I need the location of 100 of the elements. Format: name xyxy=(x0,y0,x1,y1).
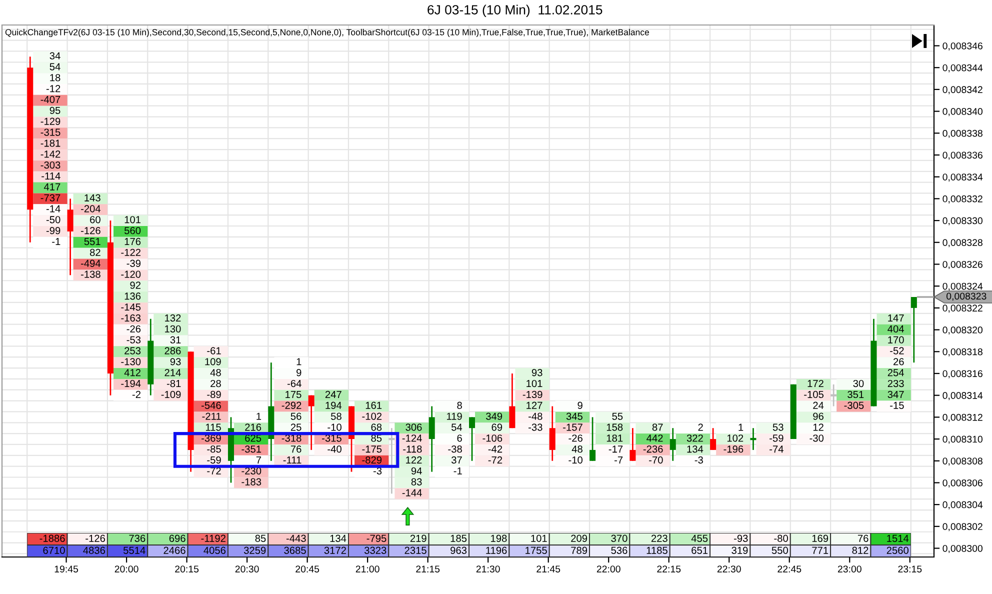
annotation: 93 xyxy=(532,369,542,376)
annotation: -81 xyxy=(166,380,181,388)
annotation: -89 xyxy=(207,390,221,398)
data-label: 76 xyxy=(858,534,868,542)
annotation: 18 xyxy=(50,74,60,82)
annotation: -111 xyxy=(283,456,302,464)
annotation: 2 xyxy=(698,424,703,431)
candlestick xyxy=(469,416,476,462)
annotation: 54 xyxy=(452,424,462,431)
annotation: 134 xyxy=(687,445,704,453)
annotation: 172 xyxy=(808,380,824,388)
annotation: -126 xyxy=(80,227,100,234)
x-tick-label: 21:30 xyxy=(476,566,500,572)
candlestick xyxy=(308,394,314,451)
annotation: -211 xyxy=(202,412,221,420)
annotation: 69 xyxy=(492,424,502,431)
candlestick xyxy=(67,198,74,276)
annotation: 351 xyxy=(848,390,864,398)
annotation: 83 xyxy=(411,478,422,486)
annotation: -40 xyxy=(328,445,342,453)
annotation: -305 xyxy=(844,402,864,409)
annotation: 28 xyxy=(210,380,221,388)
annotation: -50 xyxy=(46,216,60,224)
annotation: 12 xyxy=(813,424,824,431)
annotation: -204 xyxy=(80,205,101,212)
x-tick-label: 22:00 xyxy=(596,566,620,572)
annotation: 127 xyxy=(526,402,542,409)
annotation: 147 xyxy=(888,314,904,322)
y-tick-label: 0,008346 xyxy=(942,42,982,51)
x-tick-label: 19:45 xyxy=(54,566,78,572)
annotation: 87 xyxy=(652,424,663,431)
annotation: 37 xyxy=(451,456,462,464)
data-label: -126 xyxy=(86,534,105,542)
annotation: 175 xyxy=(286,390,302,398)
data-label: -1192 xyxy=(201,534,226,542)
annotation: 253 xyxy=(124,347,141,354)
x-tick-label: 22:15 xyxy=(657,566,681,572)
annotation: -163 xyxy=(121,314,141,322)
x-tick-label: 23:15 xyxy=(898,566,922,572)
annotation: -230 xyxy=(242,467,262,475)
y-tick-label: 0,008320 xyxy=(942,326,983,335)
annotation: -157 xyxy=(563,424,582,431)
data-label: 963 xyxy=(450,546,467,554)
data-label: 6710 xyxy=(43,546,65,554)
annotation: 34 xyxy=(50,52,60,60)
annotation: 404 xyxy=(888,325,904,332)
annotation: 412 xyxy=(124,369,140,376)
annotation: 442 xyxy=(646,434,663,442)
annotation: 95 xyxy=(50,106,60,114)
candlestick xyxy=(549,406,556,462)
annotation: 417 xyxy=(44,183,60,190)
annotation: 8 xyxy=(457,402,462,409)
data-label: 5514 xyxy=(123,546,146,554)
annotation: -118 xyxy=(403,445,422,453)
annotation: -39 xyxy=(126,260,141,267)
annotation: -142 xyxy=(40,150,60,158)
data-label: 455 xyxy=(691,534,708,542)
annotation: -74 xyxy=(770,446,784,453)
chart-title: 6J 03-15 (10 Min) 11.02.2015 xyxy=(428,4,602,18)
annotation: 349 xyxy=(486,412,502,420)
x-tick-label: 22:45 xyxy=(778,566,802,572)
annotation: 119 xyxy=(446,412,462,420)
annotation: -369 xyxy=(202,434,221,442)
annotation: -138 xyxy=(80,270,100,278)
data-label: 771 xyxy=(812,546,828,554)
y-tick-label: 0,008326 xyxy=(942,260,982,270)
annotation: -33 xyxy=(528,424,542,431)
annotation: -236 xyxy=(643,445,663,453)
data-label: 4056 xyxy=(204,546,226,554)
annotation: 68 xyxy=(371,424,382,431)
annotation: 56 xyxy=(290,412,302,420)
data-label: 3259 xyxy=(244,546,266,554)
annotation: 101 xyxy=(124,216,141,224)
annotation: 55 xyxy=(612,412,623,420)
annotation: 53 xyxy=(772,424,784,431)
annotation: -122 xyxy=(121,248,140,256)
annotation: -99 xyxy=(46,227,60,234)
annotation: -129 xyxy=(40,118,60,125)
annotation: -737 xyxy=(40,194,60,202)
annotation: 58 xyxy=(330,412,342,420)
annotation: -52 xyxy=(890,347,904,354)
annotation: 93 xyxy=(170,358,181,366)
annotation: -124 xyxy=(402,434,422,442)
data-label: 696 xyxy=(169,534,186,542)
candlestick xyxy=(710,427,716,451)
annotation: -53 xyxy=(126,336,141,344)
annotation: 48 xyxy=(210,369,221,376)
annotation: 132 xyxy=(165,314,181,322)
data-label: 185 xyxy=(450,534,467,542)
annotation: -59 xyxy=(770,434,784,442)
data-label: 198 xyxy=(491,534,507,542)
y-tick-label: 0,008322 xyxy=(942,304,982,313)
data-label: 223 xyxy=(651,534,668,542)
annotation: -407 xyxy=(40,96,60,104)
y-tick-label: 0,008300 xyxy=(942,544,983,554)
candlestick xyxy=(750,427,756,451)
data-label: 101 xyxy=(531,534,547,542)
data-label: 550 xyxy=(772,546,788,554)
annotation: -38 xyxy=(448,445,462,453)
data-label: -1886 xyxy=(40,534,65,542)
